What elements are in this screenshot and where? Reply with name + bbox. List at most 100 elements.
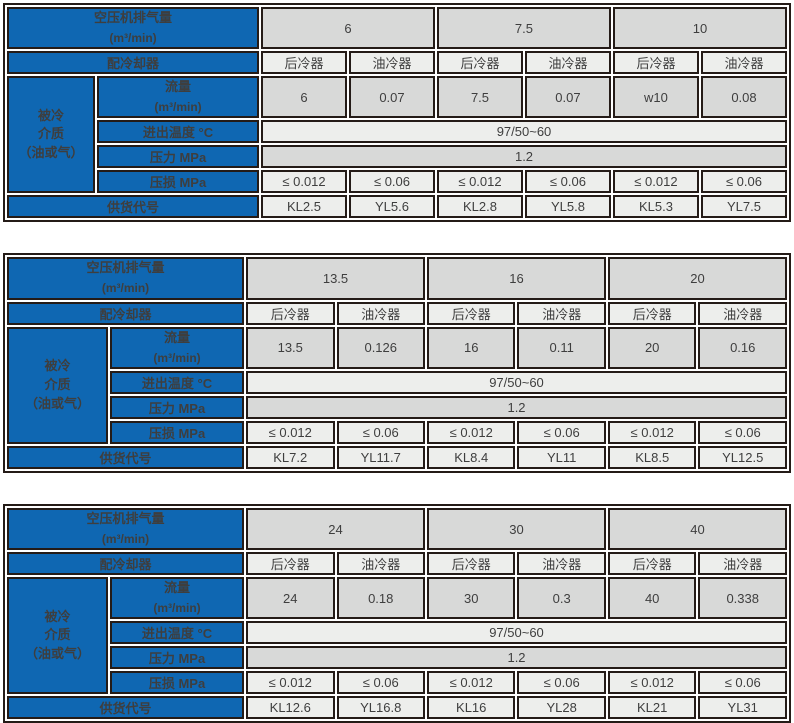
supply-code: YL7.5 (700, 195, 787, 219)
capacity-label-line2: (m³/min) (109, 30, 157, 45)
loss-value: ≤ 0.06 (524, 170, 611, 194)
flow-row: 被冷 介质 （油或气） 流量 (m³/min) 6 0.07 7.5 0.07 … (7, 76, 787, 194)
pressure-value: 1.2 (261, 145, 787, 169)
pressure-row-label: 压力 MPa (110, 395, 245, 419)
cooler-type: 后冷器 (436, 51, 523, 75)
capacity-row-label: 空压机排气量 (m³/min) (7, 257, 245, 300)
pressure-value: 1.2 (246, 395, 787, 419)
flow-value: 24 (246, 577, 335, 620)
supply-code: YL16.8 (336, 696, 425, 720)
cooler-type: 后冷器 (246, 301, 335, 325)
flow-value: 20 (607, 326, 697, 369)
capacity-label-line1: 空压机排气量 (86, 510, 165, 526)
capacity-value: 20 (607, 257, 787, 300)
spec-table-3: 空压机排气量 (m³/min) 24 30 40 配冷却器 后冷器 油冷器 后冷… (3, 503, 791, 723)
loss-value: ≤ 0.012 (607, 671, 697, 695)
flow-value: w10 (612, 76, 699, 119)
medium-label-line3: （油或气） (24, 646, 90, 662)
supply-code: KL12.6 (246, 696, 335, 720)
pressure-value: 1.2 (246, 646, 787, 670)
cooler-type: 油冷器 (698, 301, 787, 325)
pressure-row: 压力 MPa 1.2 (7, 646, 787, 670)
medium-label-line2: 介质 (44, 627, 71, 643)
medium-label-line3: （油或气） (24, 395, 90, 411)
capacity-value: 30 (426, 507, 606, 551)
supply-code: YL11.7 (336, 445, 425, 469)
temp-value: 97/50~60 (246, 370, 787, 394)
spec-table-2: 空压机排气量 (m³/min) 13.5 16 20 配冷却器 后冷器 油冷器 … (3, 253, 791, 473)
temp-row-label: 进出温度 °C (110, 370, 245, 394)
cooler-row-label: 配冷却器 (7, 552, 245, 576)
cooler-type: 后冷器 (426, 552, 516, 576)
flow-row-label: 流量 (m³/min) (110, 577, 245, 620)
flow-value: 0.11 (517, 326, 606, 369)
flow-value: 30 (426, 577, 516, 620)
loss-value: ≤ 0.06 (700, 170, 787, 194)
supply-code: KL16 (426, 696, 516, 720)
medium-label-line1: 被冷 (44, 358, 71, 374)
cooler-type: 油冷器 (336, 552, 425, 576)
flow-value: 0.08 (700, 76, 787, 119)
cooler-row: 配冷却器 后冷器 油冷器 后冷器 油冷器 后冷器 油冷器 (7, 301, 787, 325)
loss-row: 压损 MPa ≤ 0.012 ≤ 0.06 ≤ 0.012 ≤ 0.06 ≤ 0… (7, 671, 787, 695)
cooler-type: 油冷器 (524, 51, 611, 75)
pressure-row-label: 压力 MPa (110, 646, 245, 670)
flow-value: 13.5 (246, 326, 335, 369)
temp-row: 进出温度 °C 97/50~60 (7, 120, 787, 144)
supply-code: YL5.8 (524, 195, 611, 219)
flow-value: 40 (607, 577, 697, 620)
medium-label: 被冷 介质 （油或气） (7, 326, 108, 444)
cooler-type: 油冷器 (698, 552, 787, 576)
medium-label-line3: （油或气） (18, 145, 84, 161)
cooler-type: 油冷器 (349, 51, 435, 75)
medium-label: 被冷 介质 （油或气） (7, 76, 95, 194)
loss-value: ≤ 0.06 (349, 170, 435, 194)
loss-row: 压损 MPa ≤ 0.012 ≤ 0.06 ≤ 0.012 ≤ 0.06 ≤ 0… (7, 420, 787, 444)
loss-value: ≤ 0.012 (612, 170, 699, 194)
cooler-type: 后冷器 (261, 51, 347, 75)
flow-value: 0.07 (349, 76, 435, 119)
capacity-value: 40 (607, 507, 787, 551)
flow-label-line2: (m³/min) (153, 350, 201, 365)
capacity-row: 空压机排气量 (m³/min) 24 30 40 (7, 507, 787, 551)
code-row: 供货代号 KL2.5 YL5.6 KL2.8 YL5.8 KL5.3 YL7.5 (7, 195, 787, 219)
loss-value: ≤ 0.012 (246, 671, 335, 695)
loss-value: ≤ 0.06 (517, 671, 606, 695)
code-row-label: 供货代号 (7, 696, 245, 720)
code-row: 供货代号 KL7.2 YL11.7 KL8.4 YL11 KL8.5 YL12.… (7, 445, 787, 469)
supply-code: KL5.3 (612, 195, 699, 219)
capacity-label-line1: 空压机排气量 (94, 10, 173, 25)
flow-label-line1: 流量 (165, 79, 192, 95)
loss-value: ≤ 0.06 (517, 420, 606, 444)
loss-value: ≤ 0.06 (336, 671, 425, 695)
pressure-row: 压力 MPa 1.2 (7, 145, 787, 169)
loss-value: ≤ 0.06 (698, 420, 787, 444)
cooler-row-label: 配冷却器 (7, 51, 260, 75)
cooler-row-label: 配冷却器 (7, 301, 245, 325)
flow-row: 被冷 介质 （油或气） 流量 (m³/min) 13.5 0.126 16 0.… (7, 326, 787, 444)
code-row-label: 供货代号 (7, 195, 260, 219)
cooler-type: 油冷器 (700, 51, 787, 75)
supply-code: KL21 (607, 696, 697, 720)
capacity-row: 空压机排气量 (m³/min) 6 7.5 10 (7, 7, 787, 50)
medium-label-line2: 介质 (37, 126, 64, 142)
flow-value: 0.338 (698, 577, 787, 620)
cooler-row: 配冷却器 后冷器 油冷器 后冷器 油冷器 后冷器 油冷器 (7, 51, 787, 75)
capacity-row-label: 空压机排气量 (m³/min) (7, 7, 260, 50)
page: 空压机排气量 (m³/min) 6 7.5 10 配冷却器 后冷器 油冷器 后冷… (3, 3, 791, 723)
loss-value: ≤ 0.012 (607, 420, 697, 444)
loss-value: ≤ 0.06 (698, 671, 787, 695)
flow-value: 0.126 (336, 326, 425, 369)
loss-row: 压损 MPa ≤ 0.012 ≤ 0.06 ≤ 0.012 ≤ 0.06 ≤ 0… (7, 170, 787, 194)
supply-code: YL28 (517, 696, 606, 720)
medium-label: 被冷 介质 （油或气） (7, 577, 108, 695)
cooler-type: 油冷器 (517, 301, 606, 325)
supply-code: KL7.2 (246, 445, 335, 469)
flow-label-line2: (m³/min) (153, 601, 201, 616)
capacity-label-line2: (m³/min) (101, 281, 150, 296)
supply-code: YL31 (698, 696, 787, 720)
loss-value: ≤ 0.06 (336, 420, 425, 444)
medium-label-line1: 被冷 (44, 608, 71, 624)
flow-row-label: 流量 (m³/min) (97, 76, 260, 119)
loss-row-label: 压损 MPa (110, 420, 245, 444)
